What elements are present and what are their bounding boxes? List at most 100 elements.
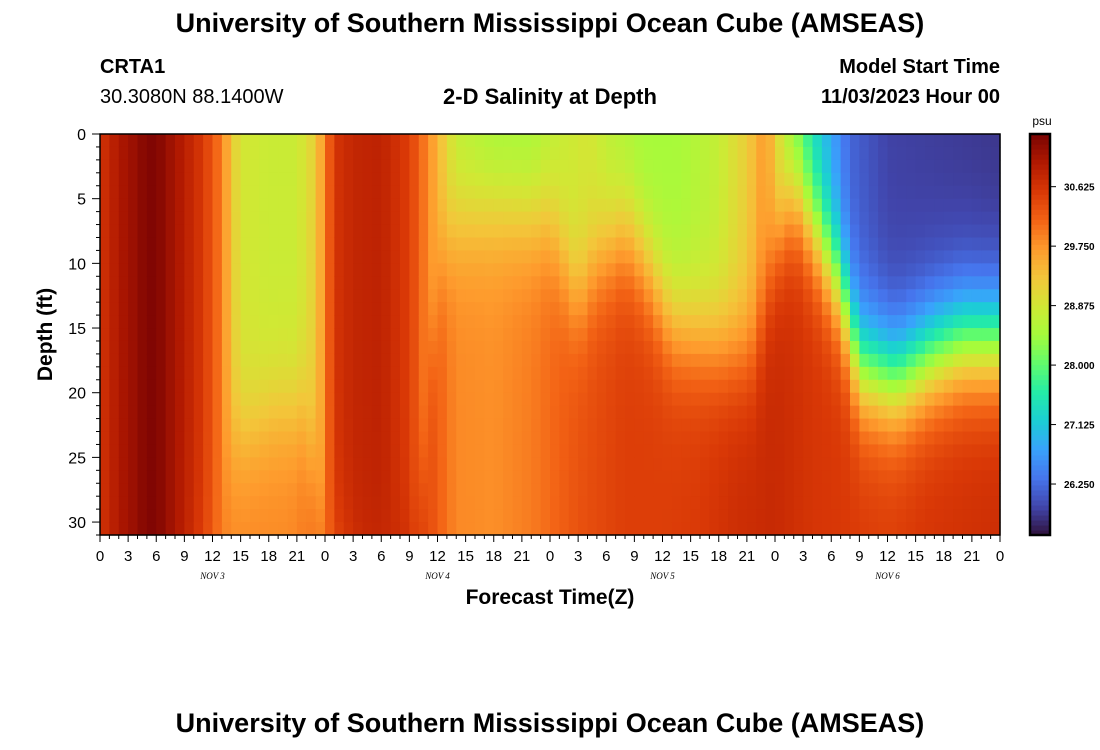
heatmap-cell [775, 172, 785, 187]
heatmap-cell [184, 328, 195, 342]
heatmap-cell [306, 340, 317, 355]
heatmap-cell [334, 185, 345, 200]
heatmap-cell [840, 379, 851, 394]
heatmap-cell [775, 444, 785, 458]
heatmap-cell [137, 379, 148, 394]
heatmap-cell [990, 302, 1001, 316]
heatmap-cell [484, 315, 495, 329]
heatmap-cell [765, 340, 776, 355]
heatmap-cell [484, 470, 495, 484]
heatmap-cell [259, 405, 270, 420]
heatmap-cell [400, 250, 410, 264]
heatmap-cell [690, 431, 701, 446]
heatmap-cell [896, 392, 907, 407]
heatmap-cell [278, 315, 289, 329]
heatmap-cell [812, 509, 823, 523]
heatmap-cell [690, 146, 701, 161]
heatmap-cell [306, 302, 317, 316]
heatmap-cell [296, 263, 307, 277]
heatmap-cell [596, 496, 607, 510]
heatmap-cell [512, 250, 523, 264]
heatmap-cell [540, 353, 551, 368]
heatmap-cell [915, 379, 926, 394]
heatmap-cell [100, 250, 110, 264]
heatmap-cell [465, 522, 476, 536]
heatmap-cell [718, 509, 729, 523]
heatmap-cell [784, 470, 795, 484]
heatmap-cell [381, 263, 392, 277]
heatmap-cell [165, 134, 176, 148]
heatmap-cell [437, 289, 448, 303]
heatmap-cell [859, 328, 870, 342]
heatmap-cell [353, 405, 364, 420]
heatmap-cell [953, 328, 964, 342]
heatmap-cell [840, 211, 851, 226]
heatmap-cell [259, 470, 270, 484]
colorbar-segment [1030, 289, 1050, 295]
heatmap-cell [962, 328, 973, 342]
colorbar-segment [1030, 444, 1050, 451]
heatmap-cell [221, 418, 232, 433]
heatmap-cell [306, 289, 317, 303]
heatmap-cell [521, 263, 532, 277]
heatmap-cell [475, 328, 485, 342]
heatmap-cell [840, 340, 851, 355]
heatmap-cell [409, 366, 420, 381]
heatmap-cell [165, 185, 176, 200]
heatmap-cell [850, 509, 860, 523]
heatmap-cell [493, 483, 504, 497]
heatmap-cell [184, 315, 195, 329]
heatmap-cell [231, 146, 242, 161]
heatmap-cell [278, 134, 289, 148]
heatmap-cell [521, 405, 532, 420]
heatmap-cell [925, 198, 935, 213]
heatmap-cell [362, 134, 373, 148]
heatmap-cell [981, 328, 992, 342]
heatmap-cell [850, 470, 860, 484]
heatmap-cell [484, 340, 495, 355]
heatmap-cell [221, 457, 232, 471]
heatmap-cell [812, 263, 823, 277]
heatmap-cell [737, 146, 748, 161]
heatmap-cell [437, 366, 448, 381]
heatmap-cell [606, 263, 617, 277]
heatmap-cell [709, 211, 720, 226]
heatmap-cell [700, 379, 710, 394]
heatmap-cell [737, 315, 748, 329]
heatmap-cell [943, 405, 954, 420]
heatmap-cell [915, 470, 926, 484]
heatmap-cell [634, 418, 645, 433]
heatmap-cell [756, 302, 767, 316]
heatmap-cell [156, 198, 167, 213]
heatmap-cell [343, 172, 354, 187]
heatmap-cell [184, 185, 195, 200]
colorbar-segment [1030, 389, 1050, 396]
heatmap-cell [221, 444, 232, 458]
colorbar-segment [1030, 449, 1050, 456]
heatmap-cell [221, 237, 232, 252]
heatmap-cell [268, 315, 279, 329]
heatmap-cell [296, 302, 307, 316]
heatmap-cell [465, 289, 476, 303]
heatmap-cell [981, 431, 992, 446]
heatmap-cell [615, 509, 626, 523]
colorbar-segment [1030, 394, 1050, 401]
heatmap-cell [653, 392, 664, 407]
heatmap-cell [371, 470, 382, 484]
heatmap-cell [934, 159, 945, 174]
heatmap-cell [156, 379, 167, 394]
heatmap-cell [868, 431, 879, 446]
heatmap-cell [737, 289, 748, 303]
heatmap-cell [896, 418, 907, 433]
heatmap-cell [100, 522, 110, 536]
heatmap-cell [653, 457, 664, 471]
heatmap-cell [137, 444, 148, 458]
heatmap-cell [503, 302, 514, 316]
heatmap-cell [250, 379, 260, 394]
heatmap-cell [503, 522, 514, 536]
heatmap-cell [615, 302, 626, 316]
heatmap-cell [568, 470, 579, 484]
heatmap-cell [118, 340, 129, 355]
heatmap-cell [287, 470, 298, 484]
heatmap-cell [165, 198, 176, 213]
